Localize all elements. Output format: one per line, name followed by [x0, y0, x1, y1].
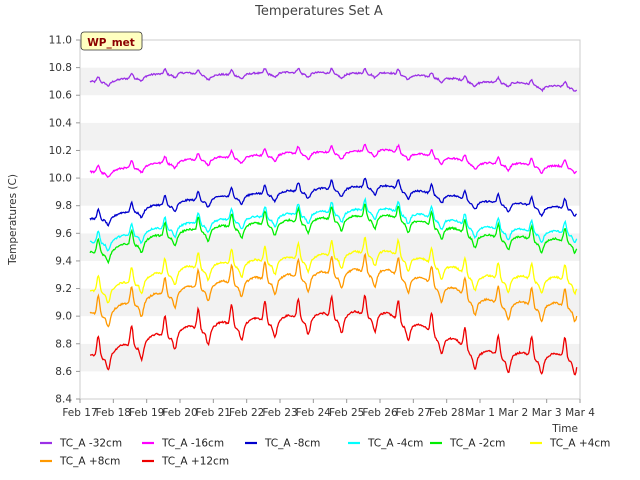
series-line — [89, 203, 578, 265]
x-tick-label: Mar 3 — [532, 407, 562, 419]
x-tick-label: Feb 17 — [62, 407, 97, 419]
y-tick-label: 8.6 — [55, 366, 72, 378]
badge-box — [80, 31, 143, 51]
x-tick-label: Feb 26 — [362, 407, 398, 419]
legend-label: TC_A +4cm — [549, 438, 610, 450]
y-tick-label: 10.4 — [49, 117, 73, 129]
y-tick-label: 9.8 — [55, 200, 72, 212]
y-tick-label: 9.2 — [55, 283, 72, 295]
y-tick-label: 8.8 — [55, 338, 72, 350]
series-lines — [89, 67, 578, 376]
grid-band — [80, 316, 580, 344]
legend-label: TC_A -2cm — [449, 438, 505, 450]
x-axis-label: Time — [551, 423, 578, 435]
legend-label: TC_A -4cm — [367, 438, 423, 450]
x-tick-label: Feb 23 — [262, 407, 297, 419]
grid-band — [80, 178, 580, 206]
grid-band — [80, 343, 580, 372]
legend-label: TC_A +8cm — [59, 456, 120, 468]
grid-band — [80, 122, 580, 151]
series-line — [89, 177, 577, 227]
grid-band — [80, 40, 580, 68]
y-tick-label: 11.0 — [49, 35, 72, 47]
x-tick-label: Feb 19 — [129, 407, 164, 419]
legend-label: TC_A -16cm — [161, 438, 224, 450]
y-axis-ticks: 8.4 8.6 8.8 9.0 9.2 9.4 9.6 9.8 10.0 10.2 10.4 10.6… — [49, 35, 80, 406]
x-tick-label: Mar 1 — [465, 407, 495, 419]
grid-bands — [80, 40, 580, 399]
wp-met-badge: WP_met — [80, 31, 143, 51]
y-tick-label: 10.2 — [49, 145, 72, 157]
x-tick-label: Feb 18 — [96, 407, 131, 419]
series-line — [89, 67, 578, 93]
x-tick-label: Feb 20 — [162, 407, 197, 419]
series-line — [89, 294, 578, 376]
y-tick-label: 10.0 — [49, 173, 72, 185]
x-tick-label: Feb 27 — [396, 407, 431, 419]
y-tick-label: 8.4 — [55, 394, 72, 406]
y-tick-label: 9.4 — [55, 255, 72, 267]
y-axis-label: Temperatures (C) — [7, 174, 19, 266]
y-tick-label: 9.6 — [55, 228, 72, 240]
x-tick-label: Feb 21 — [196, 407, 231, 419]
series-line — [89, 196, 578, 252]
y-tick-label: 10.6 — [49, 90, 73, 102]
series-line — [89, 252, 578, 328]
y-tick-label: 9.0 — [55, 311, 72, 323]
grid-band — [80, 95, 580, 123]
grid-band — [80, 150, 580, 179]
legend: TC_A -32cm TC_A -16cm TC_A -8cm TC_A -4cm TC… — [40, 438, 610, 468]
x-tick-label: Feb 22 — [229, 407, 264, 419]
x-tick-label: Feb 25 — [329, 407, 364, 419]
legend-label: TC_A -32cm — [59, 438, 122, 450]
legend-label: TC_A +12cm — [161, 456, 229, 468]
x-tick-label: Mar 2 — [498, 407, 528, 419]
x-tick-label: Mar 4 — [565, 407, 595, 419]
grid-band — [80, 371, 580, 399]
x-tick-label: Feb 24 — [296, 407, 332, 419]
legend-label: TC_A -8cm — [264, 438, 320, 450]
chart-title: Temperatures Set A — [254, 4, 383, 19]
y-tick-label: 10.8 — [49, 62, 72, 74]
x-tick-label: Feb 28 — [429, 407, 464, 419]
plot-frame — [79, 39, 581, 400]
series-line — [89, 143, 578, 178]
badge-label: WP_met — [87, 37, 135, 49]
series-line — [89, 236, 578, 304]
